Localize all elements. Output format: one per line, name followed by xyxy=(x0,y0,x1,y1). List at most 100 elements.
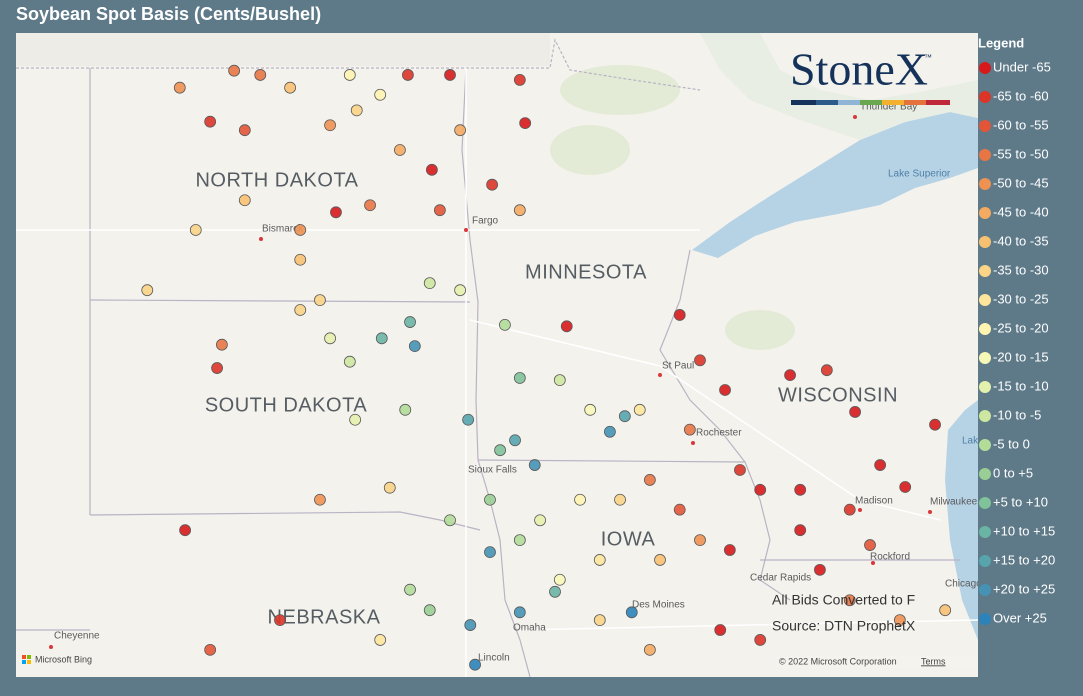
forest-patch xyxy=(725,310,795,350)
city-label: Fargo xyxy=(472,216,499,227)
data-point xyxy=(513,74,526,86)
city-label: Cheyenne xyxy=(54,631,100,642)
data-point xyxy=(349,413,362,426)
legend-label: -50 to -45 xyxy=(993,175,1049,190)
legend-label: +15 to +20 xyxy=(993,552,1055,567)
legend-label: Over +25 xyxy=(993,610,1047,625)
data-point xyxy=(519,117,532,129)
data-point xyxy=(574,493,586,506)
data-point xyxy=(374,88,387,101)
data-point xyxy=(734,464,746,476)
data-point xyxy=(189,224,202,236)
water-label: Lake Michi xyxy=(962,436,1010,447)
data-point xyxy=(364,199,376,212)
data-point xyxy=(499,318,511,331)
legend-label: -55 to -50 xyxy=(993,146,1049,161)
data-point xyxy=(254,69,267,81)
data-point xyxy=(238,194,251,207)
city-label: Chicago xyxy=(945,579,982,590)
data-point xyxy=(509,434,521,447)
state-label: SOUTH DAKOTA xyxy=(205,394,367,416)
legend-swatch xyxy=(979,613,991,625)
data-point xyxy=(284,81,297,94)
legend-swatch xyxy=(979,555,991,567)
data-point xyxy=(528,459,541,471)
legend-label: -5 to 0 xyxy=(993,436,1030,451)
legend-swatch xyxy=(979,410,991,422)
legend-label: -65 to -60 xyxy=(993,88,1049,103)
data-point xyxy=(408,340,421,353)
forest-patch xyxy=(560,65,680,115)
city-label: Rochester xyxy=(696,428,742,439)
data-point xyxy=(294,304,307,316)
legend-swatch xyxy=(979,207,991,219)
state-label: IOWA xyxy=(601,528,656,550)
map[interactable]: NORTH DAKOTA MINNESOTA SOUTH DAKOTA WISC… xyxy=(16,33,1010,677)
data-point xyxy=(383,481,396,494)
data-point xyxy=(484,493,496,506)
data-point xyxy=(654,554,666,566)
legend-swatch xyxy=(979,265,991,277)
city-label: Bismarck xyxy=(262,224,304,235)
canada-area xyxy=(16,33,550,66)
legend-swatch xyxy=(979,178,991,190)
data-point xyxy=(469,658,481,671)
legend-swatch xyxy=(979,149,991,161)
data-point xyxy=(719,384,731,396)
city-label: Thunder Bay xyxy=(860,102,917,113)
data-point xyxy=(330,206,342,219)
note: Source: DTN ProphetX xyxy=(772,618,916,634)
forest-patch xyxy=(550,125,630,175)
legend-label: -40 to -35 xyxy=(993,233,1049,248)
lake-superior xyxy=(692,112,978,258)
legend-swatch xyxy=(979,468,991,480)
data-point xyxy=(462,413,475,426)
state-label: WISCONSIN xyxy=(778,384,898,406)
data-point xyxy=(404,583,416,596)
legend-swatch xyxy=(979,439,991,451)
data-point xyxy=(820,364,833,377)
data-point xyxy=(394,144,406,156)
data-point xyxy=(444,69,456,81)
data-point xyxy=(314,294,326,306)
data-point xyxy=(549,585,561,598)
data-point xyxy=(593,614,606,627)
data-point xyxy=(274,614,286,627)
legend-label: Under -65 xyxy=(993,59,1051,74)
data-point xyxy=(794,524,807,537)
data-point xyxy=(404,316,416,328)
data-point xyxy=(402,69,414,81)
data-point xyxy=(513,606,526,619)
canada-shore xyxy=(700,33,978,140)
data-point xyxy=(849,406,861,418)
data-point xyxy=(534,514,546,527)
data-point xyxy=(238,124,251,137)
data-point xyxy=(584,403,597,416)
data-point xyxy=(553,374,566,386)
data-point xyxy=(425,163,438,176)
data-point xyxy=(423,604,436,617)
data-point xyxy=(843,503,856,516)
bing-logo xyxy=(22,655,31,664)
data-point xyxy=(864,539,876,551)
data-point xyxy=(643,474,656,486)
legend-swatch xyxy=(979,323,991,335)
legend-title: Legend xyxy=(978,35,1024,50)
data-point xyxy=(433,204,446,217)
data-point xyxy=(324,119,336,132)
data-point xyxy=(754,634,767,646)
data-points xyxy=(141,64,952,671)
data-point xyxy=(794,483,807,496)
legend-swatch xyxy=(979,352,991,364)
city-label: Milwaukee xyxy=(930,497,978,508)
legend-label: -20 to -15 xyxy=(993,349,1049,364)
legend-label: +10 to +15 xyxy=(993,523,1055,538)
attribution-terms[interactable]: Terms xyxy=(921,656,946,666)
data-point xyxy=(560,320,573,333)
legend: Legend Under -65 -65 to -60 -60 to -55 -55 … xyxy=(978,35,1055,625)
data-point xyxy=(141,284,154,297)
legend-swatch xyxy=(979,584,991,596)
data-point xyxy=(843,594,856,607)
legend-label: +20 to +25 xyxy=(993,581,1055,596)
city-label: St Paul xyxy=(662,361,694,372)
